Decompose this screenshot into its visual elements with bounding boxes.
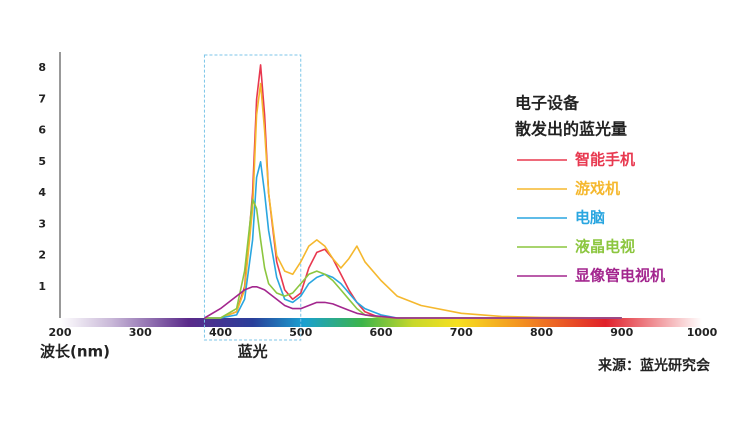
spectrum-bar xyxy=(60,318,702,327)
y-tick-label: 3 xyxy=(38,217,46,230)
band-label: 蓝光 xyxy=(238,343,268,361)
y-tick-label: 1 xyxy=(38,280,46,293)
legend-label: 电脑 xyxy=(575,209,605,227)
y-tick-label: 2 xyxy=(38,249,46,262)
x-tick-label: 800 xyxy=(530,326,553,339)
legend-label: 游戏机 xyxy=(575,180,620,198)
x-tick-label: 1000 xyxy=(687,326,718,339)
x-tick-label: 900 xyxy=(610,326,633,339)
x-tick-label: 500 xyxy=(289,326,312,339)
y-tick-label: 7 xyxy=(38,92,46,105)
x-axis-label: 波长(nm) xyxy=(40,343,110,361)
x-tick-label: 400 xyxy=(209,326,232,339)
legend-label: 智能手机 xyxy=(575,151,635,169)
y-tick-label: 5 xyxy=(38,155,46,168)
x-tick-label: 700 xyxy=(450,326,473,339)
y-tick-label: 6 xyxy=(38,124,46,137)
x-tick-label: 200 xyxy=(49,326,72,339)
legend-label: 显像管电视机 xyxy=(575,267,665,285)
series-line xyxy=(204,82,622,319)
legend-title: 电子设备 xyxy=(515,94,580,113)
y-tick-label: 8 xyxy=(38,61,46,74)
legend-label: 液晶电视 xyxy=(575,238,635,256)
series-line xyxy=(204,286,622,319)
series-line xyxy=(204,161,622,319)
legend-title: 散发出的蓝光量 xyxy=(515,120,627,139)
x-tick-label: 300 xyxy=(129,326,152,339)
blue-light-band xyxy=(203,54,302,341)
source: 来源：蓝光研究会 xyxy=(597,357,711,374)
x-tick-label: 600 xyxy=(370,326,393,339)
y-tick-label: 4 xyxy=(38,186,46,199)
